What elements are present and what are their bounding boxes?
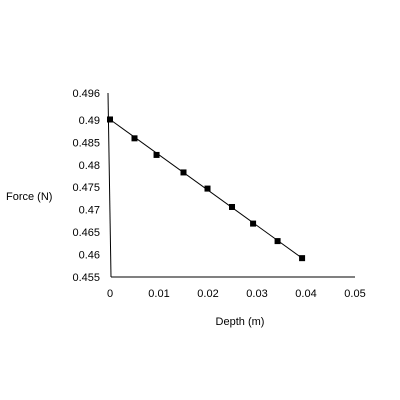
x-tick-label: 0.03 — [246, 288, 267, 300]
data-point — [274, 238, 281, 245]
y-tick-label: 0.465 — [72, 227, 100, 239]
data-point — [131, 135, 138, 142]
data-point — [250, 220, 257, 227]
data-point — [153, 151, 160, 158]
data-point — [107, 116, 113, 123]
x-tick-label: 0.01 — [148, 288, 169, 300]
x-tick-label: 0.05 — [344, 288, 365, 300]
y-tick-label: 0.48 — [79, 160, 100, 172]
x-tick-label: 0 — [107, 288, 113, 300]
x-axis: 0 0.01 0.02 0.03 0.04 0.05 — [107, 276, 366, 300]
x-tick-label: 0.04 — [295, 288, 316, 300]
x-axis-label: Depth (m) — [216, 316, 265, 328]
data-point — [180, 169, 187, 176]
y-tick-label: 0.47 — [79, 205, 100, 217]
data-point — [229, 203, 236, 210]
data-point — [204, 185, 211, 192]
y-axis-label: Force (N) — [6, 191, 52, 203]
y-tick-label: 0.46 — [79, 250, 100, 262]
y-axis: 0.455 0.46 0.465 0.47 0.475 0.48 0.485 0.49 0.49… — [72, 88, 112, 284]
y-tick-label: 0.496 — [72, 88, 100, 100]
data-point — [299, 255, 306, 262]
plot-area — [107, 116, 306, 262]
x-tick-label: 0.02 — [197, 288, 218, 300]
y-axis-line — [107, 92, 112, 278]
y-tick-label: 0.475 — [72, 182, 100, 194]
y-tick-label: 0.455 — [72, 272, 100, 284]
y-tick-label: 0.485 — [72, 137, 100, 149]
y-tick-label: 0.49 — [79, 115, 100, 127]
